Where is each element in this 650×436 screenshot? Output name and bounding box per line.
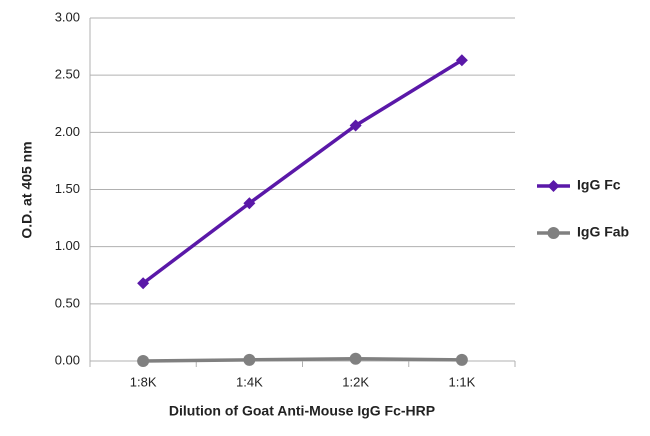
marker — [137, 355, 150, 367]
y-axis-title: O.D. at 405 nm — [19, 141, 35, 238]
y-tick-label: 2.50 — [55, 67, 80, 82]
marker — [137, 277, 150, 290]
x-tick-label: 1:2K — [342, 374, 369, 389]
y-tick-label: 3.00 — [55, 9, 80, 24]
marker — [455, 353, 468, 366]
y-tick-label: 0.00 — [55, 352, 80, 367]
marker — [547, 227, 560, 239]
marker — [243, 197, 256, 210]
x-tick-label: 1:8K — [130, 374, 157, 389]
marker — [349, 119, 362, 132]
series-line — [143, 356, 462, 363]
marker — [547, 180, 560, 192]
y-tick-label: 0.50 — [55, 295, 80, 310]
marker — [349, 352, 362, 365]
legend-label: IgG Fab — [577, 224, 629, 240]
marker — [455, 54, 468, 67]
y-tick-label: 1.50 — [55, 181, 80, 196]
y-tick-label: 2.00 — [55, 124, 80, 139]
x-axis-title: Dilution of Goat Anti-Mouse IgG Fc-HRP — [169, 403, 435, 419]
x-tick-label: 1:4K — [236, 374, 263, 389]
x-tick-label: 1:1K — [449, 374, 476, 389]
y-tick-label: 1.00 — [55, 238, 80, 253]
legend-label: IgG Fc — [577, 177, 621, 193]
series-line — [142, 58, 463, 285]
marker — [243, 353, 256, 366]
